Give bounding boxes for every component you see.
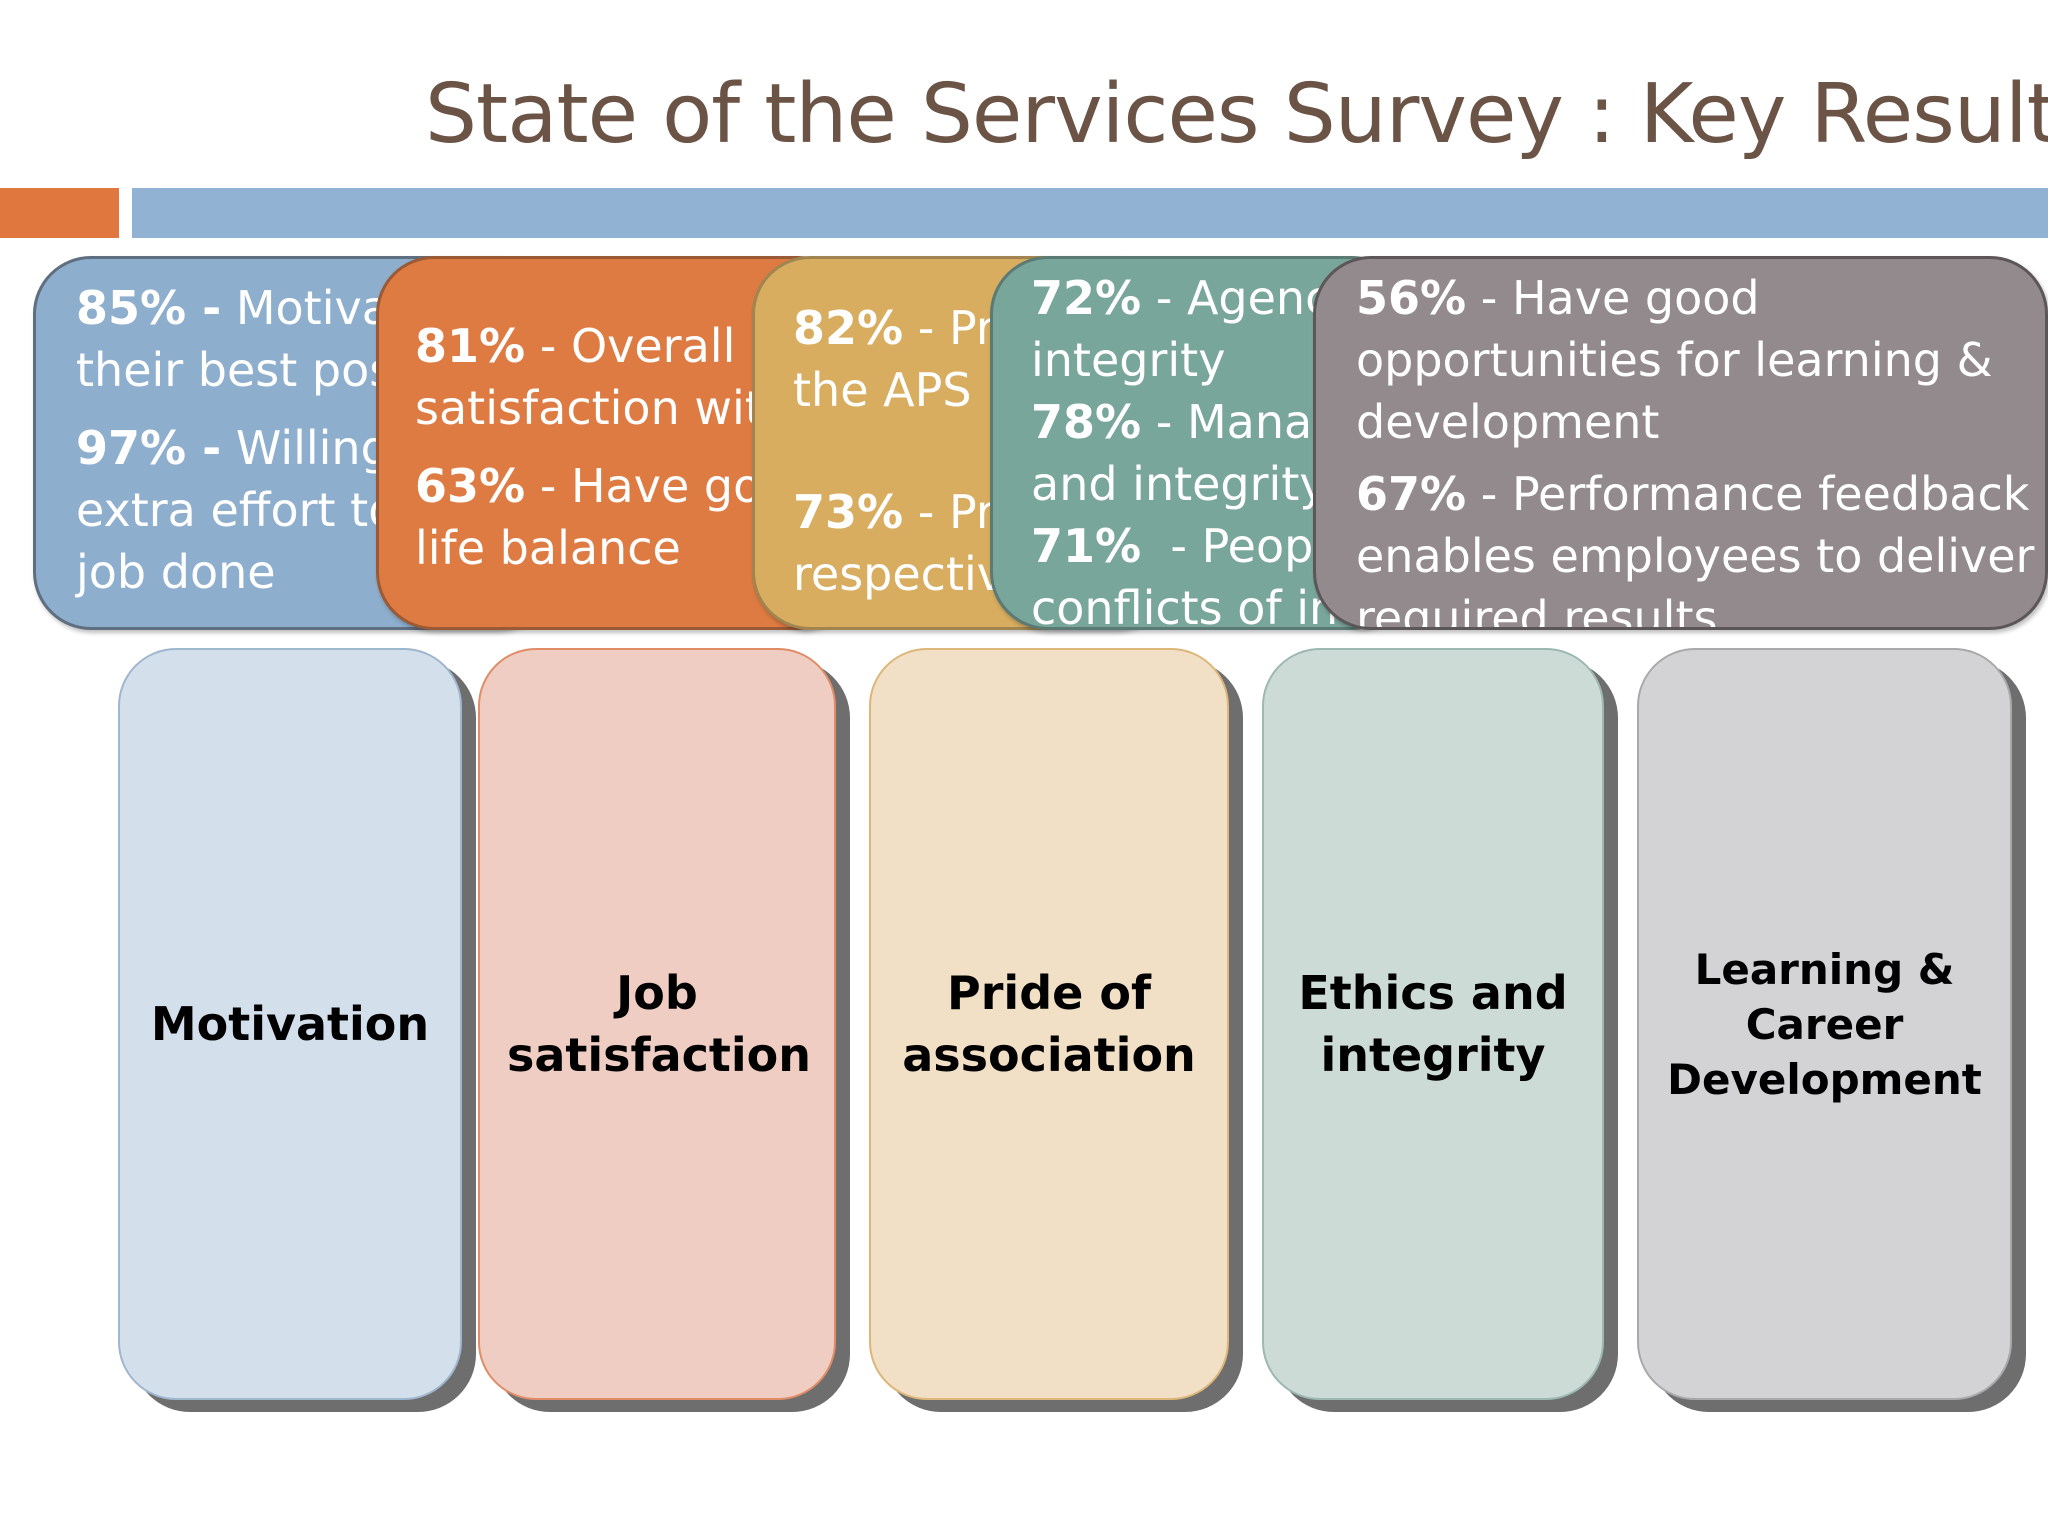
accent-bar-orange (0, 188, 119, 238)
category-label: Pride of association (902, 966, 1196, 1082)
result-line: 67% - Performance feedback (1356, 467, 2030, 521)
result-line: opportunities for learning & (1356, 333, 1993, 387)
result-line: job done (76, 545, 276, 599)
result-box-learning: 56% - Have good opportunities for learni… (1313, 256, 2048, 630)
result-line: integrity (1031, 333, 1226, 387)
category-label: Job satisfaction (507, 966, 811, 1082)
category-label: Learning & Career Development (1667, 944, 1982, 1104)
slide-title: State of the Services Survey : Key Resul… (425, 67, 2048, 162)
result-line: the APS (793, 363, 972, 417)
result-line: and integrity (1031, 457, 1327, 511)
result-line: 81% - Overall (415, 319, 736, 373)
category-pride-of-association: Pride of association (869, 648, 1229, 1400)
result-line: development (1356, 395, 1660, 449)
category-label: Motivation (150, 997, 430, 1051)
category-label: Ethics and integrity (1298, 966, 1568, 1082)
result-line: enables employees to deliver (1356, 529, 2035, 583)
category-motivation: Motivation (118, 648, 462, 1400)
category-learning-career-development: Learning & Career Development (1637, 648, 2012, 1400)
result-line: 56% - Have good (1356, 271, 1760, 325)
result-line: life balance (415, 521, 681, 575)
result-line: required results (1356, 591, 1718, 630)
accent-bar-blue (132, 188, 2048, 238)
category-job-satisfaction: Job satisfaction (478, 648, 836, 1400)
category-ethics-and-integrity: Ethics and integrity (1262, 648, 1604, 1400)
